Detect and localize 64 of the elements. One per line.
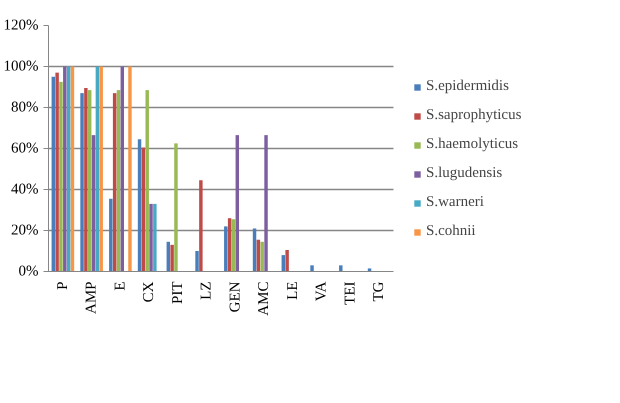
bar	[260, 242, 264, 272]
x-tick-label: GEN	[227, 281, 244, 312]
legend-label: S.cohnii	[426, 223, 476, 240]
x-tick-label: TEI	[342, 281, 358, 305]
x-tick-label: PIT	[170, 282, 186, 304]
bar	[285, 250, 289, 272]
bar	[236, 135, 240, 272]
bar	[170, 244, 174, 272]
bar	[92, 135, 96, 272]
y-tick-label: 100%	[4, 58, 39, 74]
bar	[166, 242, 170, 272]
bar	[228, 218, 232, 272]
x-tick-label: E	[112, 281, 128, 291]
bar	[109, 198, 113, 272]
x-tick-label: AMC	[256, 281, 272, 316]
bar	[142, 147, 146, 272]
bar	[282, 255, 286, 272]
bar	[232, 219, 236, 272]
bar	[153, 204, 157, 272]
bar	[66, 66, 70, 272]
x-tick-label: LE	[284, 281, 301, 300]
bar	[149, 204, 153, 272]
bar	[116, 90, 120, 272]
legend-label: S.lugudensis	[426, 165, 502, 182]
bar	[70, 66, 74, 272]
y-tick-label: 80%	[11, 100, 39, 116]
bar	[112, 93, 116, 272]
bar	[99, 66, 103, 272]
x-tick-label: VA	[314, 281, 330, 302]
legend-label: S.epidermidis	[426, 78, 509, 95]
x-tick-label: CX	[141, 281, 158, 302]
bar	[84, 88, 88, 272]
bar	[59, 82, 63, 272]
bar	[145, 90, 149, 272]
bar	[256, 240, 260, 272]
x-tick-label: LZ	[198, 281, 215, 300]
bar	[174, 143, 178, 272]
y-tick-label: 20%	[11, 222, 39, 238]
y-tick-label: 0%	[18, 264, 39, 280]
bar	[63, 66, 67, 272]
bar	[310, 265, 314, 272]
bar	[96, 66, 100, 272]
bar	[224, 226, 228, 272]
bar	[52, 76, 56, 272]
bar	[339, 265, 343, 272]
bar	[252, 228, 256, 272]
bar	[264, 135, 268, 272]
bar	[88, 90, 92, 272]
bar	[55, 72, 59, 272]
legend-label: S.saprophyticus	[426, 107, 522, 124]
bar	[80, 93, 84, 272]
x-tick-label: TG	[371, 281, 388, 302]
y-tick-label: 40%	[11, 182, 39, 198]
bar	[138, 139, 142, 272]
y-tick-label: 60%	[11, 140, 39, 156]
y-tick-label: 120%	[4, 18, 39, 34]
bar	[120, 66, 124, 272]
bar	[199, 180, 203, 272]
bar	[195, 251, 199, 272]
legend-label: S.haemolyticus	[426, 136, 518, 153]
x-tick-label: AMP	[84, 281, 100, 314]
x-tick-label: P	[54, 282, 71, 290]
bar	[128, 66, 132, 272]
legend-label: S.warneri	[426, 194, 484, 211]
